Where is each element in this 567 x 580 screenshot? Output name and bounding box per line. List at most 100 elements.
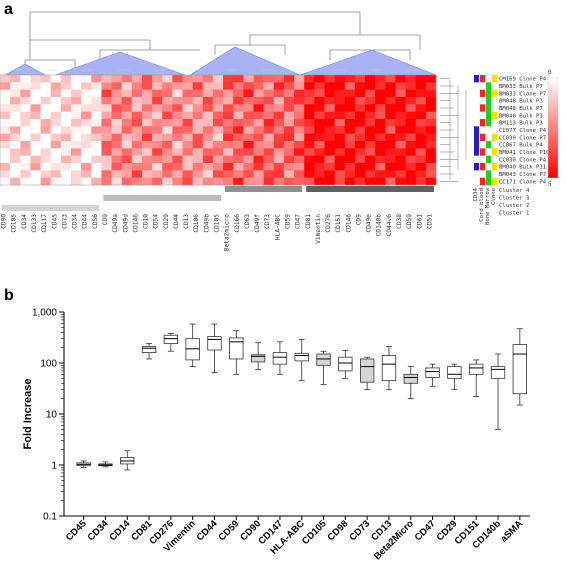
heatmap-cell: [314, 170, 325, 178]
heatmap-cell: [40, 82, 51, 90]
box-iqr: [185, 338, 200, 361]
heatmap-cell: [111, 133, 122, 142]
heatmap-cell: [375, 163, 386, 171]
heatmap-cell: [223, 141, 234, 149]
heatmap-cell: [233, 75, 244, 83]
heatmap-cell: [233, 111, 244, 120]
heatmap-cell: [354, 155, 366, 164]
heatmap-cell: [141, 177, 153, 186]
box-iqr: [163, 334, 179, 345]
heatmap-cell: [334, 177, 346, 186]
annotation-label: Cord blood: [479, 188, 485, 222]
row-annotation-cd34: [474, 163, 479, 171]
heatmap-cell: [354, 89, 366, 98]
row-annotation-cd34: [474, 104, 479, 112]
cluster-bar: [225, 186, 303, 192]
heatmap-cell: [233, 141, 244, 149]
heatmap-cell: [425, 82, 437, 90]
heatmap-cell: [50, 148, 62, 156]
heatmap-cell: [263, 111, 275, 120]
row-annotation-bone-marrow: [486, 155, 491, 164]
heatmap-cell: [152, 163, 163, 171]
heatmap-cell: [202, 177, 214, 186]
heatmap-cell: [10, 177, 21, 186]
heatmap-cell: [182, 148, 193, 156]
heatmap-cell: [375, 141, 386, 149]
heatmap-cell: [141, 170, 153, 178]
row-annotation-bone-marrow: [486, 75, 491, 83]
heatmap-cell: [60, 89, 72, 98]
heatmap-cell: [263, 89, 275, 98]
column-label: CD49f: [254, 214, 261, 233]
heatmap-cell: [304, 170, 315, 178]
heatmap-cell: [0, 119, 11, 127]
heatmap-cell: [354, 97, 366, 105]
heatmap-cell: [70, 177, 82, 186]
heatmap-cell: [101, 148, 112, 156]
heatmap-cell: [212, 104, 224, 112]
heatmap-cell: [425, 89, 437, 98]
row-annotation-cord-blood: [480, 97, 485, 105]
heatmap-cell: [375, 75, 386, 83]
heatmap-cell: [121, 97, 133, 105]
row-annotation-cd34: [474, 97, 479, 105]
box-iqr: [425, 367, 440, 378]
heatmap-cell: [0, 141, 11, 149]
column-label: Vimentin: [315, 214, 322, 244]
column-label: CD44: [82, 214, 89, 229]
annotation-label: Bone Marrow: [485, 187, 491, 225]
row-annotation-bone-marrow: [486, 141, 491, 149]
heatmap-cell: [60, 148, 72, 156]
heatmap-cell: [202, 148, 214, 156]
box-iqr: [250, 354, 266, 363]
heatmap-cell: [91, 163, 102, 171]
heatmap-cell: [324, 148, 335, 156]
heatmap-cell: [263, 148, 275, 156]
heatmap-cell: [365, 126, 376, 134]
heatmap-cell: [304, 133, 315, 142]
heatmap-cell: [395, 104, 406, 112]
heatmap-cell: [253, 126, 264, 134]
heatmap-cell: [283, 89, 295, 98]
column-label: CD81: [305, 214, 312, 229]
collapsed-cluster-triangle: [54, 51, 186, 76]
heatmap-cell: [273, 133, 285, 142]
row-annotation-clone: [492, 155, 497, 164]
cluster-bar: [103, 195, 222, 201]
heatmap-cell: [182, 155, 193, 164]
heatmap-cell: [253, 170, 264, 178]
heatmap-cell: [354, 75, 366, 83]
heatmap-cell: [50, 111, 62, 120]
heatmap-cell: [395, 119, 406, 127]
heatmap-cell: [334, 126, 346, 134]
heatmap-cell: [233, 177, 244, 186]
heatmap-cell: [273, 111, 285, 120]
color-scale-bar: [547, 77, 559, 179]
heatmap-cell: [121, 89, 133, 98]
heatmap-cell: [375, 170, 386, 178]
heatmap-cell: [273, 148, 285, 156]
heatmap-cell: [314, 163, 325, 171]
column-label: CD105: [214, 214, 221, 233]
heatmap-cell: [253, 148, 264, 156]
heatmap-cell: [273, 163, 285, 171]
heatmap-cell: [283, 148, 295, 156]
heatmap-cell: [243, 155, 254, 164]
heatmap-cell: [233, 126, 244, 134]
row-annotation-cd34: [474, 148, 479, 156]
row-label: CC171 Clone P4: [499, 179, 547, 185]
heatmap-cell: [365, 119, 376, 127]
heatmap-cell: [365, 141, 376, 149]
heatmap-cell: [395, 177, 406, 186]
heatmap-cell: [233, 104, 244, 112]
heatmap-cell: [294, 148, 305, 156]
row-annotation-bone-marrow: [486, 177, 491, 186]
heatmap-cells: [0, 75, 437, 186]
heatmap-cell: [30, 163, 41, 171]
heatmap-cell: [40, 148, 51, 156]
heatmap-cell: [334, 148, 346, 156]
heatmap-cell: [354, 133, 366, 142]
heatmap-cell: [60, 163, 72, 171]
heatmap-cell: [111, 170, 122, 178]
